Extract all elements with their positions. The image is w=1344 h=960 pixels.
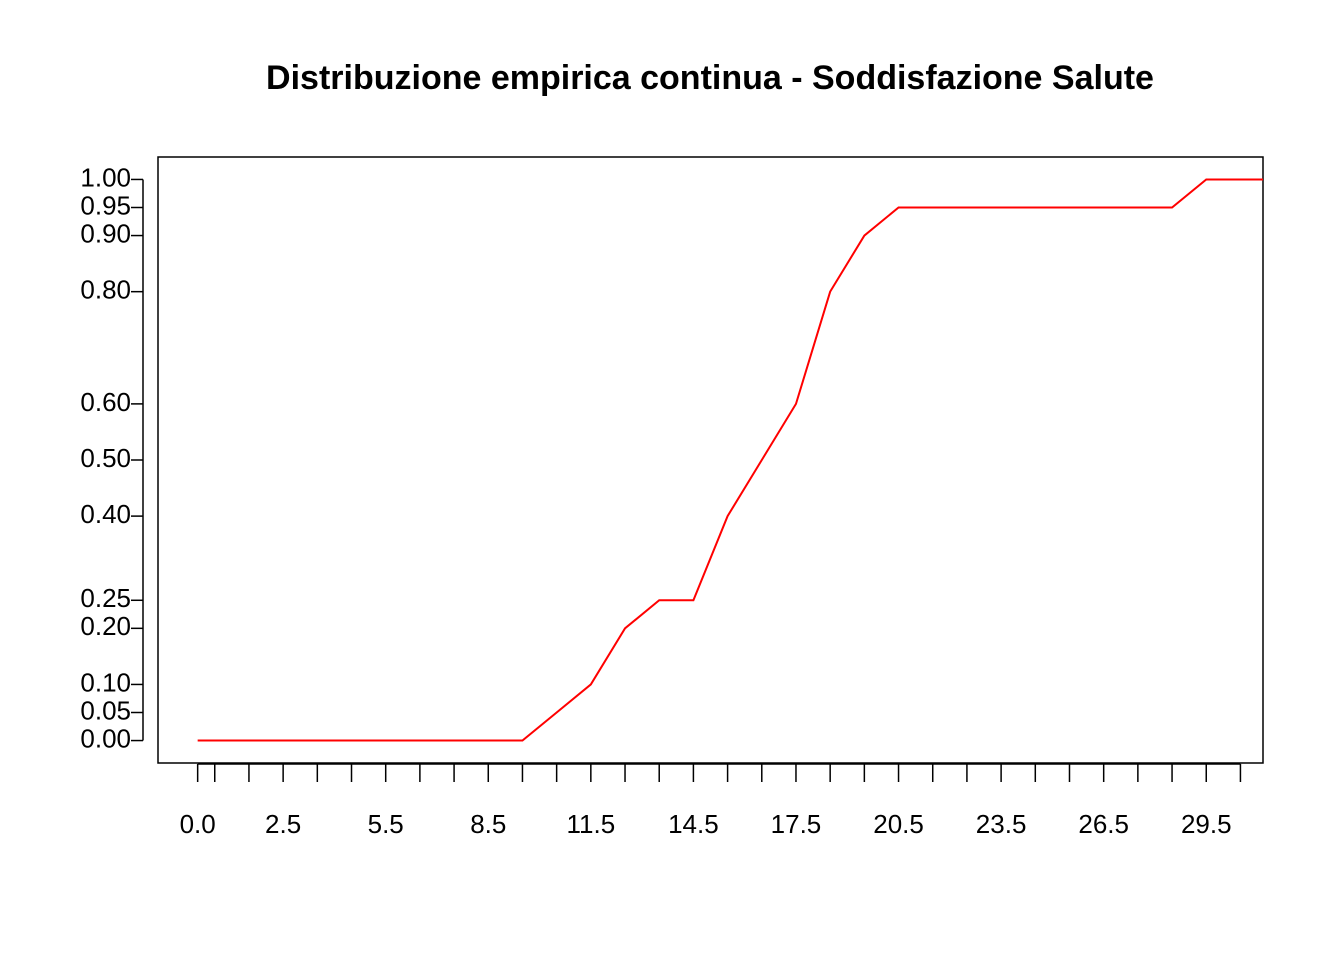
y-tick-label: 0.10 [80, 667, 131, 697]
y-tick-label: 0.00 [80, 723, 131, 753]
y-tick-label: 0.95 [80, 190, 131, 220]
x-tick-label: 0.0 [180, 809, 216, 839]
y-tick-label: 1.00 [80, 162, 131, 192]
x-tick-label: 14.5 [668, 809, 719, 839]
chart-title: Distribuzione empirica continua - Soddis… [266, 59, 1154, 97]
x-tick-label: 2.5 [265, 809, 301, 839]
plot-frame [157, 156, 1264, 764]
y-tick-label: 0.20 [80, 611, 131, 641]
y-tick-label: 0.40 [80, 499, 131, 529]
y-tick-label: 0.50 [80, 443, 131, 473]
y-tick-label: 0.05 [80, 695, 131, 725]
y-tick-label: 0.60 [80, 387, 131, 417]
x-tick-label: 29.5 [1181, 809, 1232, 839]
y-tick-label: 0.90 [80, 218, 131, 248]
x-tick-label: 17.5 [771, 809, 822, 839]
x-tick-label: 23.5 [976, 809, 1027, 839]
y-tick-label: 0.25 [80, 583, 131, 613]
data-line [197, 178, 1263, 742]
y-tick-label: 0.80 [80, 275, 131, 305]
x-tick-label: 11.5 [566, 809, 615, 839]
x-tick-label: 8.5 [470, 809, 506, 839]
x-tick-label: 20.5 [873, 809, 924, 839]
x-tick-label: 5.5 [368, 809, 404, 839]
x-tick-label: 26.5 [1078, 809, 1129, 839]
